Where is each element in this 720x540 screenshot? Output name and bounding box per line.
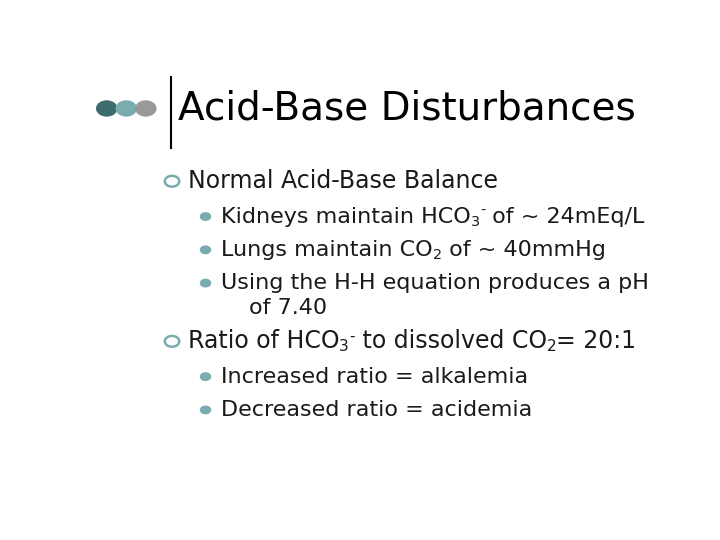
Circle shape xyxy=(200,246,210,254)
Text: -: - xyxy=(349,328,354,343)
Text: Ratio of HCO: Ratio of HCO xyxy=(188,329,339,353)
Text: to dissolved CO: to dissolved CO xyxy=(354,329,546,353)
Text: of 7.40: of 7.40 xyxy=(249,298,327,318)
Text: 2: 2 xyxy=(433,248,442,262)
Text: Normal Acid-Base Balance: Normal Acid-Base Balance xyxy=(188,169,498,193)
Text: Increased ratio = alkalemia: Increased ratio = alkalemia xyxy=(221,367,528,387)
Text: Lungs maintain CO: Lungs maintain CO xyxy=(221,240,433,260)
Text: of ~ 40mmHg: of ~ 40mmHg xyxy=(442,240,606,260)
Circle shape xyxy=(136,101,156,116)
Text: of ~ 24mEq/L: of ~ 24mEq/L xyxy=(485,207,644,227)
Circle shape xyxy=(116,101,136,116)
Circle shape xyxy=(200,279,210,287)
Circle shape xyxy=(96,101,117,116)
Text: 2: 2 xyxy=(546,339,557,354)
Text: Decreased ratio = acidemia: Decreased ratio = acidemia xyxy=(221,400,532,420)
Text: Using the H-H equation produces a pH: Using the H-H equation produces a pH xyxy=(221,273,649,293)
Text: -: - xyxy=(480,204,485,218)
Text: = 20:1: = 20:1 xyxy=(557,329,636,353)
Circle shape xyxy=(200,373,210,380)
Text: Kidneys maintain HCO: Kidneys maintain HCO xyxy=(221,207,471,227)
Text: Acid-Base Disturbances: Acid-Base Disturbances xyxy=(178,90,636,127)
Circle shape xyxy=(200,213,210,220)
Text: 3: 3 xyxy=(339,339,349,354)
Text: 3: 3 xyxy=(471,215,480,229)
Circle shape xyxy=(200,406,210,414)
